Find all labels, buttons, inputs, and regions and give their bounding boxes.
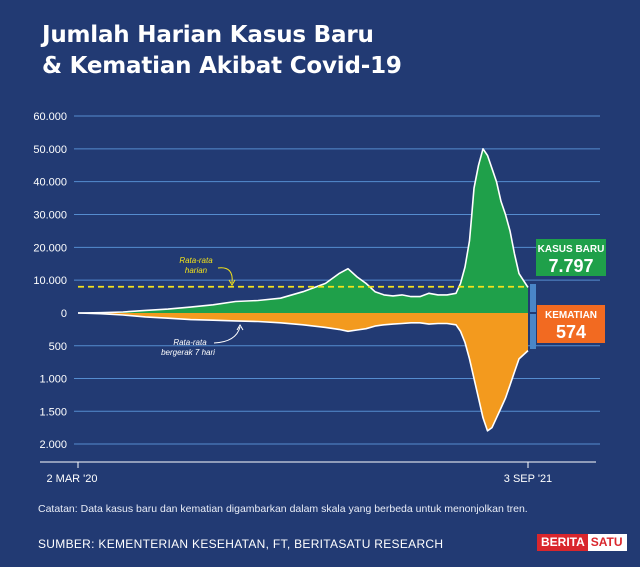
cases-badge-value: 7.797 [548,256,593,276]
x-label-end: 3 SEP '21 [504,473,552,485]
y-tick-label-cases: 0 [61,308,67,320]
annotation-average-arrow [217,267,233,284]
cases-moving-average-line [77,148,529,314]
y-tick-label-cases: 20.000 [33,242,67,254]
y-tick-label-deaths: 1.000 [39,374,67,386]
y-tick-label-deaths: 1.500 [39,406,67,418]
cases-area [78,148,528,313]
deaths-latest-marker [530,314,536,349]
footnote: Catatan: Data kasus baru dan kematian di… [38,503,528,515]
y-tick-label-deaths: 2.000 [39,439,67,451]
beritasatu-logo: BERITA SATU [537,534,627,551]
y-tick-label-deaths: 500 [49,341,67,353]
annotation-average-arrowhead [228,279,236,286]
annotation-moving-arrowhead [236,324,244,331]
title-line-1: Jumlah Harian Kasus Baru [42,22,374,48]
cases-badge-label: KASUS BARU [538,244,605,255]
y-tick-labels: 0 10.000 20.000 30.000 40.000 50.000 60.000 500… [33,111,67,451]
deaths-badge-label: KEMATIAN [545,310,597,321]
cases-badge [536,239,606,276]
deaths-moving-average-line [77,312,529,432]
deaths-area [78,313,528,431]
logo-part-2: SATU [587,534,627,551]
annotation-average-line1: Rata-rata [179,256,213,265]
deaths-badge-value: 574 [556,322,586,342]
title-line-2: & Kematian Akibat Covid-19 [42,53,402,79]
y-tick-label-cases: 30.000 [33,210,67,222]
y-tick-label-cases: 60.000 [33,111,67,123]
annotation-moving-arrow [213,326,241,344]
x-axis: 2 MAR '20 3 SEP '21 [40,461,596,485]
data-series [77,148,529,432]
annotation-average-line2: harian [185,266,208,275]
covid-area-chart: 0 10.000 20.000 30.000 40.000 50.000 60.000 500… [33,111,606,485]
source-text: SUMBER: KEMENTERIAN KESEHATAN, FT, BERIT… [38,537,444,551]
y-tick-label-cases: 10.000 [33,275,67,287]
chart-title: Jumlah Harian Kasus Baru & Kematian Akib… [42,20,402,82]
cases-latest-marker [530,284,536,312]
y-tick-label-cases: 40.000 [33,177,67,189]
deaths-badge [537,305,605,343]
logo-part-1: BERITA [537,534,588,551]
annotation-moving-line2: bergerak 7 hari [161,348,215,357]
y-tick-label-cases: 50.000 [33,144,67,156]
x-label-start: 2 MAR '20 [46,473,97,485]
annotation-moving-line1: Rata-rata [173,338,207,347]
